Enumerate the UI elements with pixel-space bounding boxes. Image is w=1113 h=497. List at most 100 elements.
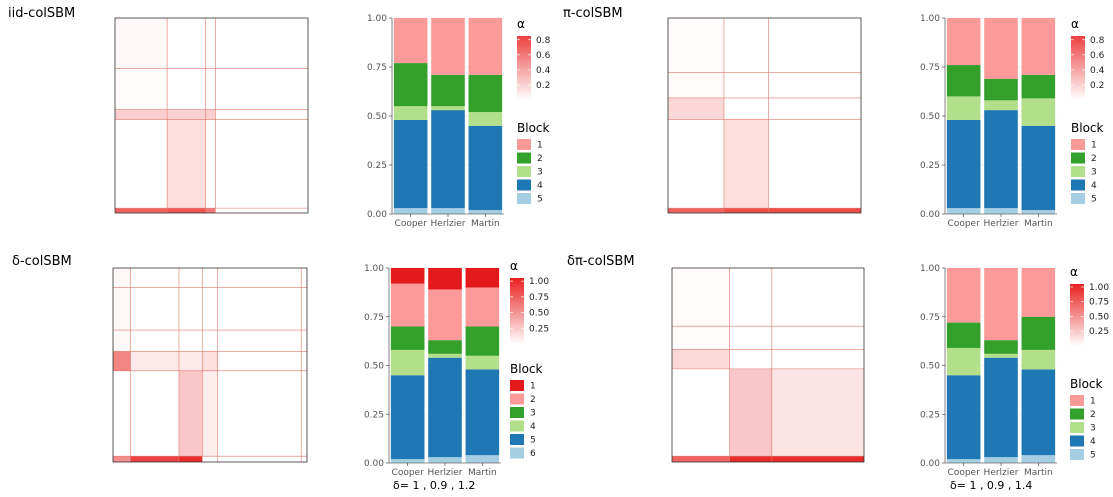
block-legend-label: 1	[1091, 141, 1097, 151]
block-legend-label: 3	[1090, 424, 1096, 434]
block-legend-key	[510, 380, 524, 391]
bar-segment	[1021, 369, 1056, 456]
y-tick-label: 0.00	[364, 459, 384, 469]
y-tick-label: 0.00	[367, 210, 387, 220]
alpha-tick-label: 0.4	[1090, 66, 1105, 76]
matrix-cell	[178, 456, 203, 462]
matrix-cell	[115, 208, 168, 213]
alpha-tick-label: 0.25	[1089, 327, 1109, 337]
block-legend-label: 5	[1090, 451, 1096, 461]
matrix-cell	[668, 208, 724, 213]
alpha-colorbar	[517, 36, 531, 100]
delta-annotation: δ= 1 , 0.9 , 1.2	[393, 479, 475, 492]
y-tick-label: 0.50	[920, 112, 940, 122]
bar-segment	[1021, 74, 1056, 99]
panel-title-pi: π-colSBM	[563, 6, 623, 21]
block-legend-key	[1071, 193, 1085, 204]
block-legend-key	[1070, 422, 1084, 433]
matrix-cell	[115, 68, 168, 110]
alpha-colorbar	[1070, 284, 1084, 346]
y-tick-label: 0.75	[920, 313, 940, 323]
block-legend-label: 5	[537, 195, 543, 205]
matrix-cell	[668, 72, 724, 98]
matrix-cell	[672, 268, 730, 327]
bar-segment	[984, 457, 1018, 463]
block-legend-label: 1	[537, 141, 543, 151]
bar-segment	[946, 375, 981, 460]
bar-segment	[465, 355, 500, 370]
matrix-cell	[113, 268, 131, 288]
matrix-cell	[115, 109, 168, 120]
bar-segment	[428, 289, 462, 341]
bar-segment	[465, 455, 500, 463]
matrix-cell	[672, 326, 730, 350]
bar-segment	[431, 110, 465, 209]
bar-segment	[428, 457, 462, 463]
block-legend-key	[517, 193, 531, 204]
bar-segment	[465, 268, 500, 288]
bar-segment	[431, 74, 465, 107]
alpha-tick-label: 0.25	[529, 324, 549, 334]
y-tick-label: 1.00	[367, 14, 387, 24]
bar-segment	[984, 357, 1018, 458]
matrix-cell	[167, 109, 206, 120]
matrix-cell	[202, 351, 218, 371]
bar-segment	[946, 65, 981, 97]
x-tick-label: Herlzier	[984, 468, 1019, 478]
block-legend-key	[517, 179, 531, 191]
bar-segment	[1021, 125, 1056, 211]
bar-segment	[393, 18, 428, 64]
block-legend-key	[510, 434, 524, 445]
block-legend-key	[517, 139, 531, 150]
block-legend-label: 2	[530, 395, 536, 405]
block-legend-label: 3	[537, 168, 543, 178]
x-tick-label: Cooper	[948, 219, 981, 229]
block-legend-label: 1	[530, 382, 536, 392]
matrix-cell	[202, 370, 218, 457]
alpha-tick-label: 0.8	[1090, 36, 1105, 46]
block-legend-label: 5	[1091, 195, 1097, 205]
x-tick-label: Martin	[1024, 219, 1053, 229]
matrix-cell	[672, 349, 730, 369]
bar-segment	[1021, 268, 1056, 317]
bar-segment	[984, 208, 1018, 214]
matrix-cell	[178, 351, 203, 371]
alpha-tick-label: 0.4	[536, 66, 551, 76]
matrix-cell	[130, 351, 179, 371]
y-tick-label: 0.25	[920, 161, 940, 171]
matrix-cell	[729, 456, 772, 462]
matrix-cell	[771, 456, 864, 462]
bar-segment	[431, 208, 465, 214]
bar-segment	[984, 268, 1018, 341]
bar-segment	[428, 357, 462, 458]
matrix-cell	[768, 208, 861, 213]
bar-segment	[393, 208, 428, 214]
x-tick-label: Martin	[468, 468, 497, 478]
x-tick-label: Herlzier	[984, 219, 1019, 229]
bar-segment	[946, 208, 981, 214]
bar-segment	[946, 119, 981, 209]
matrix-cell	[205, 208, 216, 213]
block-legend-key	[510, 447, 524, 459]
matrix-cell	[723, 119, 769, 209]
matrix-cell	[178, 370, 203, 457]
x-tick-label: Martin	[1024, 468, 1053, 478]
bar-segment	[984, 340, 1018, 354]
bar-segment	[393, 119, 428, 209]
block-legend-label: 5	[530, 436, 536, 446]
matrix-frame	[112, 267, 308, 463]
alpha-tick-label: 0.2	[536, 81, 550, 91]
panel-title-iid: iid-colSBM	[8, 6, 76, 21]
matrix-cell	[113, 351, 131, 371]
bar-segment	[393, 106, 428, 120]
alpha-tick-label: 0.75	[1089, 298, 1109, 308]
matrix-cell	[113, 456, 131, 462]
panel-group: 0.00 0.25 0.50 0.75 1.00 Cooper Herlzier Martin…	[112, 259, 549, 492]
y-tick-label: 1.00	[920, 14, 940, 24]
matrix-cell	[113, 287, 131, 331]
y-tick-label: 0.00	[920, 459, 940, 469]
x-tick-label: Herlzier	[431, 219, 466, 229]
block-legend-key	[510, 407, 524, 418]
alpha-tick-label: 0.8	[536, 36, 551, 46]
